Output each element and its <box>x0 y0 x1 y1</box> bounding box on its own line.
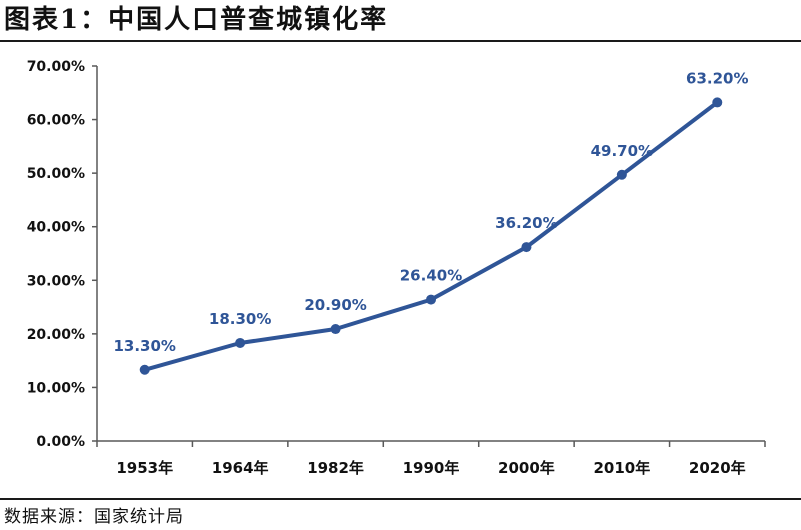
y-tick-label: 40.00% <box>27 220 85 236</box>
x-tick-label: 1953年 <box>116 459 173 477</box>
y-tick-label: 70.00% <box>27 59 85 75</box>
x-tick-label: 1982年 <box>307 459 364 477</box>
y-tick-label: 0.00% <box>36 434 85 450</box>
data-point <box>712 97 723 108</box>
data-point <box>616 169 627 180</box>
y-tick-label: 10.00% <box>27 380 85 396</box>
line-chart: 0.00% 10.00% 20.00% 30.00% 40.00% 50.00% 60.00… <box>27 59 766 477</box>
data-point <box>426 294 436 305</box>
y-tick-label: 20.00% <box>27 327 85 343</box>
y-axis: 0.00% 10.00% 20.00% 30.00% 40.00% 50.00% 60.00… <box>27 59 98 450</box>
y-tick-label: 50.00% <box>27 166 85 182</box>
footer-divider <box>0 498 801 500</box>
data-label: 26.40% <box>400 267 462 285</box>
title-divider <box>0 40 801 42</box>
x-tick-label: 2000年 <box>498 459 555 477</box>
data-label: 63.20% <box>686 69 748 87</box>
x-tick-label: 2020年 <box>689 459 746 477</box>
x-tick-label: 1990年 <box>403 459 460 477</box>
data-label: 18.30% <box>209 310 271 328</box>
series-urbanization-rate: 13.30% 18.30% 20.90% 26.40% 36.20% 49.70% 63.2… <box>113 69 749 375</box>
data-label: 36.20% <box>495 214 557 232</box>
data-label: 20.90% <box>304 296 366 314</box>
chart-title: 图表1：中国人口普查城镇化率 <box>4 5 389 35</box>
x-axis: 1953年 1964年 1982年 1990年 2000年 2010年 2020年 <box>96 440 766 477</box>
data-point <box>330 324 341 335</box>
x-tick-label: 2010年 <box>593 459 650 477</box>
data-point <box>139 364 150 375</box>
data-source-note: 数据来源：国家统计局 <box>4 507 184 527</box>
y-tick-label: 60.00% <box>27 113 85 129</box>
data-point <box>235 337 246 348</box>
y-tick-label: 30.00% <box>27 273 85 289</box>
data-label: 13.30% <box>113 337 175 355</box>
data-point <box>521 242 532 253</box>
x-tick-label: 1964年 <box>212 459 269 477</box>
data-label: 49.70% <box>591 142 653 160</box>
